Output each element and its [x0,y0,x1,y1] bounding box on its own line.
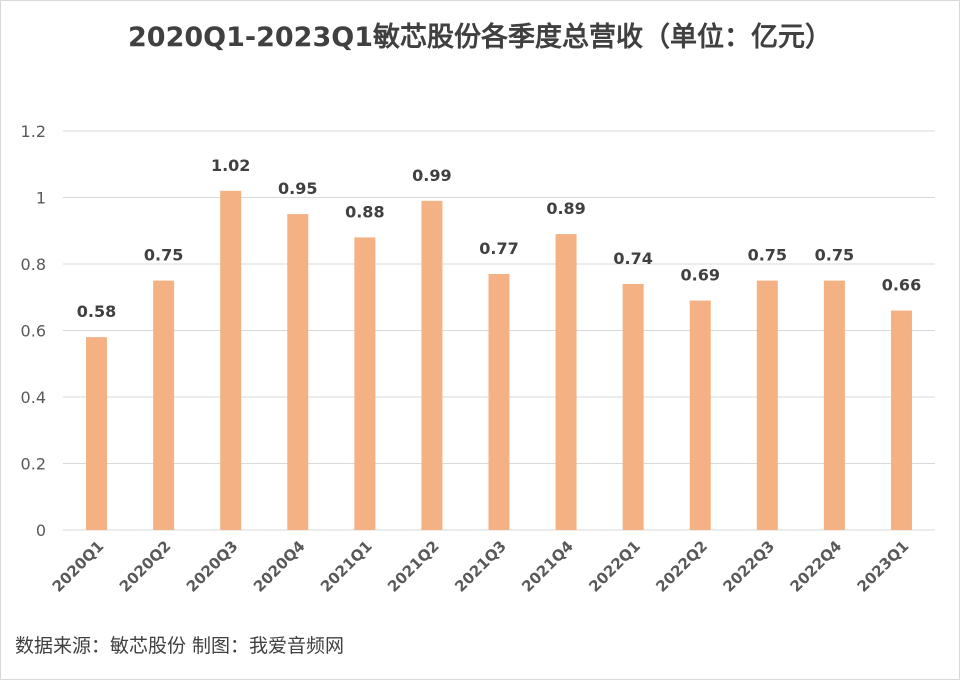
bar [890,310,912,530]
x-tick-label: 2020Q4 [250,537,309,596]
bar [488,273,510,530]
x-tick-label: 2022Q2 [652,537,711,596]
y-tick-label: 0 [36,521,46,540]
x-tick-label: 2020Q1 [49,537,108,596]
bar [823,280,845,530]
x-tick-label: 2021Q3 [451,537,510,596]
x-tick-label: 2022Q4 [787,537,846,596]
bar [153,280,175,530]
x-tick-label: 2022Q3 [719,537,778,596]
x-tick-label: 2020Q3 [183,537,242,596]
data-label: 0.75 [144,246,183,265]
y-tick-label: 0.8 [21,255,46,274]
bar [86,337,108,530]
x-tick-label: 2022Q1 [585,537,644,596]
data-label: 1.02 [211,156,250,175]
x-tick-label: 2021Q1 [317,537,376,596]
bar [354,237,376,530]
source-note: 数据来源：敏芯股份 制图：我爱音频网 [15,635,345,657]
x-tick-label: 2023Q1 [854,537,913,596]
bar [220,190,242,530]
data-label: 0.69 [680,266,719,285]
x-tick-label: 2021Q2 [384,537,443,596]
y-tick-label: 1 [36,189,46,208]
x-tick-label: 2020Q2 [116,537,175,596]
bar [622,283,644,530]
data-label: 0.58 [77,302,116,321]
data-label: 0.95 [278,179,317,198]
bar [555,234,577,530]
bar [421,200,443,530]
y-tick-label: 0.6 [21,322,46,341]
data-label: 0.89 [546,199,585,218]
y-tick-label: 1.2 [21,122,46,141]
bar [689,300,711,530]
chart-title: 2020Q1-2023Q1敏芯股份各季度总营收（单位：亿元） [128,22,832,53]
bar [756,280,778,530]
data-label: 0.77 [479,239,518,258]
x-tick-label: 2021Q4 [518,537,577,596]
data-label: 0.99 [412,166,451,185]
bar [287,214,309,530]
data-label: 0.66 [882,276,921,295]
data-label: 0.75 [815,246,854,265]
data-label: 0.74 [613,249,652,268]
y-tick-label: 0.4 [21,388,46,407]
data-label: 0.88 [345,202,384,221]
data-label: 0.75 [748,246,787,265]
y-tick-label: 0.2 [21,455,46,474]
